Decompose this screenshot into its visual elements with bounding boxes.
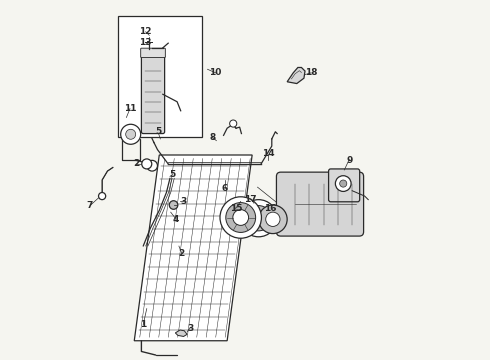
Circle shape [220,197,262,238]
Circle shape [230,120,237,127]
Text: 16: 16 [265,204,277,213]
Text: 13: 13 [140,38,152,47]
Text: 8: 8 [209,132,215,141]
Circle shape [246,206,271,231]
FancyBboxPatch shape [329,169,360,202]
Circle shape [147,124,156,132]
Circle shape [126,129,136,139]
Text: 5: 5 [170,170,176,179]
Text: 11: 11 [123,104,136,113]
Text: 18: 18 [305,68,318,77]
Text: 3: 3 [188,324,194,333]
Circle shape [259,205,287,234]
Text: 9: 9 [346,156,352,165]
FancyBboxPatch shape [142,55,165,134]
Circle shape [266,212,280,226]
Text: 6: 6 [221,184,228,193]
Polygon shape [175,330,187,337]
Circle shape [340,180,347,187]
Text: 5: 5 [155,127,162,136]
Circle shape [121,124,141,144]
Circle shape [240,200,277,237]
Text: 1: 1 [140,320,147,329]
Circle shape [169,201,178,209]
FancyBboxPatch shape [276,172,364,236]
Text: 3: 3 [180,197,187,206]
Circle shape [147,160,157,171]
Circle shape [98,193,106,200]
Text: 2: 2 [133,159,139,168]
Polygon shape [287,67,305,84]
Text: 12: 12 [140,27,152,36]
Text: 17: 17 [245,195,257,204]
Text: 4: 4 [172,215,178,224]
Text: 10: 10 [210,68,222,77]
Text: 14: 14 [262,149,274,158]
Circle shape [226,203,256,233]
Text: 7: 7 [86,201,93,210]
Text: 2: 2 [179,249,185,258]
Circle shape [252,212,265,225]
FancyBboxPatch shape [141,48,165,58]
Circle shape [335,176,351,192]
Circle shape [142,159,152,169]
Polygon shape [134,155,252,341]
Circle shape [233,210,248,225]
Bar [118,16,202,137]
Text: 15: 15 [230,204,243,213]
